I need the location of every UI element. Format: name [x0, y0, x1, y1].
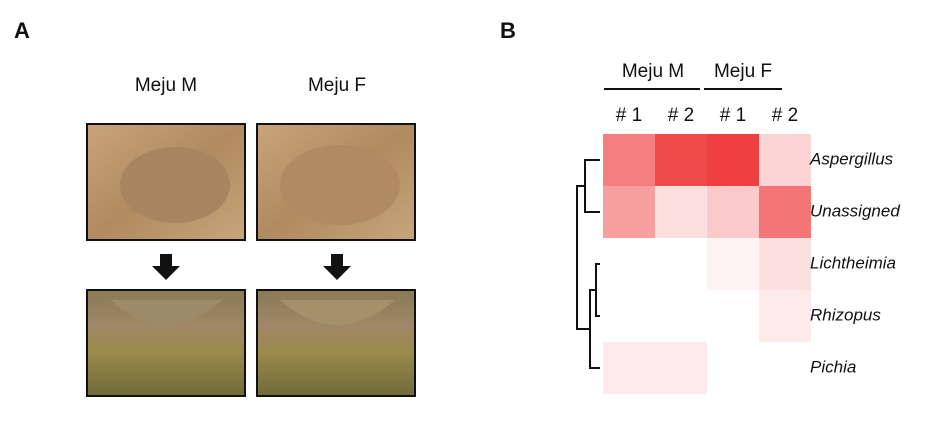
heatmap-cell [759, 238, 811, 290]
heatmap-cell [759, 342, 811, 394]
column-label: # 2 [772, 105, 798, 126]
heatmap-cell [603, 238, 655, 290]
column-label: # 1 [720, 105, 746, 126]
arrows [152, 254, 351, 280]
row-label: Pichia [810, 357, 856, 376]
heatmap-cell [707, 342, 759, 394]
group-label: Meju F [714, 61, 772, 82]
heatmap-cell [603, 134, 655, 186]
heatmap-cell [655, 186, 707, 238]
heatmap-cell [759, 290, 811, 342]
heatmap-cell [655, 238, 707, 290]
heatmap-cell [603, 186, 655, 238]
row-label: Lichtheimia [810, 253, 896, 272]
heatmap-cell [603, 290, 655, 342]
photos [86, 123, 416, 397]
heatmap-cell [707, 238, 759, 290]
sample-label: Meju M [135, 75, 197, 96]
row-label: Unassigned [810, 201, 900, 220]
heatmap-cell [707, 134, 759, 186]
heatmap-cell [655, 134, 707, 186]
column-label: # 2 [668, 105, 694, 126]
dendrogram [576, 159, 600, 369]
group-label: Meju M [622, 61, 684, 82]
panel-label: A [14, 18, 30, 43]
heatmap-cell [707, 290, 759, 342]
row-label: Rhizopus [810, 305, 881, 324]
heatmap-cell [603, 342, 655, 394]
heatmap-cell [707, 186, 759, 238]
sample-label: Meju F [308, 75, 366, 96]
panel-label: B [500, 18, 516, 43]
heatmap-cell [655, 342, 707, 394]
heatmap-cell [759, 134, 811, 186]
row-label: Aspergillus [809, 149, 894, 168]
heatmap-cell [759, 186, 811, 238]
column-label: # 1 [616, 105, 642, 126]
heatmap-cell [655, 290, 707, 342]
